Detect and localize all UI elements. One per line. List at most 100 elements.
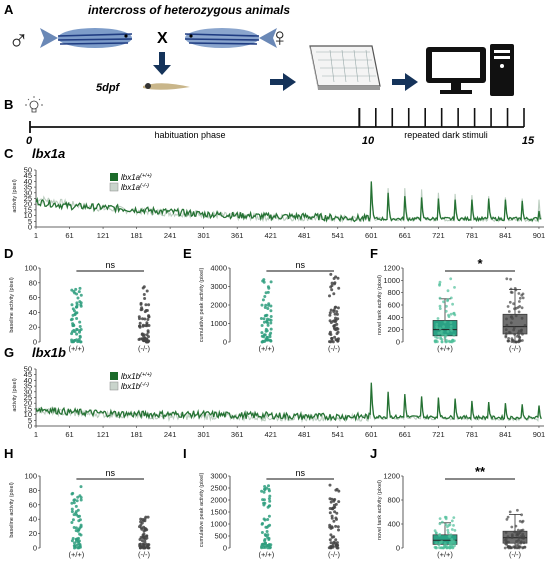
data-point [269,339,273,343]
data-point [266,323,270,327]
panel-g-label: G [4,345,14,360]
data-point [75,537,79,541]
data-point [521,339,524,342]
data-point [514,340,518,344]
data-point [516,528,520,532]
data-point [449,325,453,328]
dark-stimulus-ticks [358,108,525,127]
data-point [334,538,338,542]
data-point [523,545,527,549]
y-tick-label: 40 [29,308,37,317]
panel-c-gene-title: lbx1a [32,146,65,161]
x-tick-label: 901 [533,430,546,439]
data-point [260,489,264,493]
data-point [71,313,75,317]
data-point [447,534,451,538]
y-tick-label: 1000 [210,520,227,529]
data-point [260,324,264,327]
series-wt-line [35,181,542,223]
data-point [266,505,270,509]
y-tick-label: 0 [28,422,32,431]
data-point [72,513,76,517]
data-point [266,518,270,521]
data-point [138,546,142,550]
data-point [328,538,332,542]
data-point [267,514,271,518]
data-point [76,495,80,499]
data-point [447,313,450,317]
y-tick-label: 40 [24,177,32,186]
data-point [521,519,525,523]
data-point [268,335,272,339]
data-point [145,309,149,312]
data-point [77,290,81,294]
data-point [446,531,450,535]
data-point [74,529,78,533]
data-point [331,542,335,546]
data-point [146,330,150,334]
data-point [332,277,336,280]
y-tick-label: 2000 [210,496,227,505]
x-tick-label: 61 [65,430,73,439]
x-tick-label: 601 [365,430,378,439]
data-point [73,541,76,545]
data-point [264,337,268,341]
x-tick-label: 241 [164,231,177,240]
data-point [328,332,332,336]
data-point [509,277,512,281]
data-point [330,514,334,518]
data-point [147,543,151,547]
data-point [509,315,513,319]
data-point [453,286,456,289]
y-tick-label: 400 [387,313,400,322]
data-point [260,522,264,526]
data-point [78,325,82,328]
data-point [441,546,445,550]
data-point [433,529,437,533]
data-point [516,546,519,550]
data-point [511,338,514,342]
data-point [520,306,524,310]
data-point [449,533,453,537]
data-point [260,531,264,534]
panel-c-legend: lbx1a(+/+) lbx1a(-/-) [109,173,152,192]
panel-d: D baseline activity (pixel) 0 20 40 60 80 100… [4,246,151,353]
panel-e: E cumulative peak activity (pixel) 0 1000… [183,246,341,353]
data-point [438,517,442,520]
data-point [73,330,77,334]
panel-a-title: intercross of heterozygous animals [88,3,290,17]
data-point [141,337,144,341]
data-point [264,541,267,545]
x-tick-label: 181 [130,231,143,240]
data-point [521,332,524,336]
data-point [453,529,457,532]
data-point [508,300,512,304]
y-tick-label: 30 [24,387,32,396]
data-point [505,323,509,327]
data-point [507,330,511,334]
y-tick-label: 5 [28,217,32,226]
significance-label: ns [105,468,115,478]
data-point [335,511,339,515]
data-point [328,523,332,527]
data-point [332,292,336,296]
data-point [147,324,151,327]
data-point [264,291,268,295]
data-point [143,519,147,523]
data-point [334,516,338,520]
data-point [70,492,74,496]
data-point [335,312,339,316]
data-point [449,277,453,281]
y-tick-label: 45 [24,370,32,379]
data-point [337,489,341,493]
significance-label: ** [475,464,486,479]
data-point [446,289,450,293]
data-point [139,523,143,527]
data-point [145,528,149,532]
y-tick-label: 1000 [383,276,400,285]
y-tick-label: 1200 [383,264,400,273]
data-point [335,310,339,314]
maze-plate-icon [309,45,381,90]
data-point [76,508,80,512]
